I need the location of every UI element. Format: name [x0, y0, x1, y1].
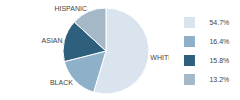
svg-text:15.8%: 15.8% — [209, 57, 229, 64]
svg-text:WHITE: WHITE — [150, 53, 173, 61]
svg-text:13.2%: 13.2% — [209, 76, 229, 83]
svg-text:16.4%: 16.4% — [209, 38, 229, 45]
svg-text:ASIAN: ASIAN — [42, 37, 63, 44]
svg-text:HISPANIC: HISPANIC — [54, 5, 87, 12]
svg-text:BLACK: BLACK — [50, 79, 73, 86]
svg-text:54.7%: 54.7% — [209, 19, 229, 26]
